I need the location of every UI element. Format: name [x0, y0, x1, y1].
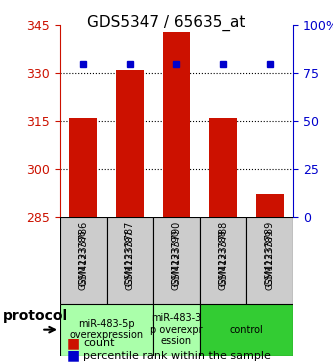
Bar: [116, 70, 144, 217]
Text: GSM1233789: GSM1233789: [265, 221, 275, 286]
Text: GSM1233790: GSM1233790: [172, 230, 181, 290]
FancyBboxPatch shape: [246, 217, 293, 303]
Text: GSM1233786: GSM1233786: [78, 221, 88, 286]
Text: GSM1233790: GSM1233790: [171, 221, 181, 286]
Text: GSM1233787: GSM1233787: [125, 230, 135, 290]
Text: GSM1233786: GSM1233786: [79, 230, 88, 290]
FancyBboxPatch shape: [153, 217, 200, 303]
Text: ■: ■: [67, 336, 80, 350]
Text: protocol: protocol: [3, 309, 69, 323]
FancyBboxPatch shape: [60, 303, 153, 356]
Text: GSM1233788: GSM1233788: [218, 221, 228, 286]
Text: control: control: [229, 325, 263, 335]
Text: GSM1233788: GSM1233788: [218, 230, 228, 290]
Text: ■: ■: [67, 349, 80, 363]
Bar: [163, 32, 190, 217]
Text: GSM1233789: GSM1233789: [265, 230, 274, 290]
FancyBboxPatch shape: [153, 303, 200, 356]
Text: count: count: [83, 338, 115, 348]
Bar: [256, 194, 284, 217]
Bar: [69, 118, 97, 217]
FancyBboxPatch shape: [60, 217, 107, 303]
Text: miR-483-3
p overexpr
ession: miR-483-3 p overexpr ession: [150, 313, 203, 346]
Bar: [209, 118, 237, 217]
FancyBboxPatch shape: [200, 303, 293, 356]
Text: percentile rank within the sample: percentile rank within the sample: [83, 351, 271, 361]
Text: miR-483-5p
overexpression: miR-483-5p overexpression: [70, 319, 144, 340]
Text: GSM1233787: GSM1233787: [125, 221, 135, 286]
Text: GDS5347 / 65635_at: GDS5347 / 65635_at: [87, 15, 246, 31]
FancyBboxPatch shape: [107, 217, 153, 303]
FancyBboxPatch shape: [200, 217, 246, 303]
